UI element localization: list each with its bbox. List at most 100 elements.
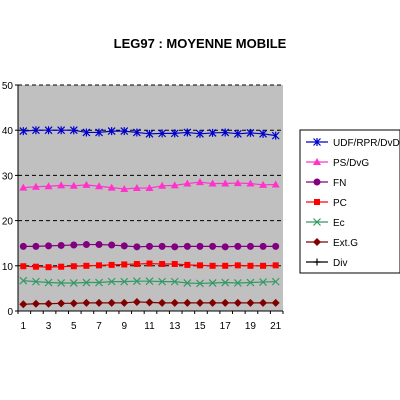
data-point	[95, 182, 104, 190]
plot-area	[18, 85, 283, 311]
y-tick-label: 50	[2, 81, 14, 92]
data-point	[145, 129, 154, 138]
data-point	[120, 242, 128, 250]
data-point	[69, 181, 78, 189]
data-point	[183, 179, 192, 187]
legend-marker	[313, 218, 321, 226]
x-tick-label: 11	[144, 321, 155, 332]
data-point	[170, 298, 179, 307]
data-point	[132, 277, 141, 286]
x-tick-label: 1	[21, 321, 27, 332]
data-point	[271, 277, 280, 286]
data-point	[184, 261, 191, 268]
data-point	[246, 278, 255, 287]
x-tick-label: 3	[46, 321, 52, 332]
data-point	[259, 129, 267, 138]
data-point	[145, 298, 154, 307]
series-lines	[19, 126, 280, 309]
legend: UDF/RPR/DvD PS/DvG FN PC Ec Ext.G Div	[299, 129, 400, 274]
data-point	[170, 129, 179, 138]
data-point	[69, 299, 78, 308]
x-tick-label: 21	[270, 321, 282, 332]
data-point	[45, 264, 52, 271]
x-tick-label: 15	[194, 321, 206, 332]
data-point	[208, 279, 217, 287]
data-point	[271, 180, 280, 188]
data-point	[221, 298, 230, 307]
data-point	[20, 263, 27, 270]
data-point	[44, 299, 53, 308]
data-point	[44, 126, 53, 135]
data-point	[95, 128, 103, 137]
data-point	[32, 126, 40, 135]
data-point	[146, 242, 153, 250]
data-point	[196, 279, 204, 288]
y-tick-label: 40	[2, 126, 14, 137]
data-point	[233, 179, 242, 187]
legend-label: FN	[333, 178, 346, 189]
data-point	[259, 242, 267, 250]
data-point	[44, 182, 53, 190]
data-point	[32, 263, 39, 270]
data-point	[272, 242, 280, 250]
y-tick-label: 30	[2, 171, 14, 182]
data-point	[159, 260, 166, 267]
legend-label: UDF/RPR/DvD	[333, 138, 400, 149]
x-tick-label: 9	[121, 321, 127, 332]
data-point	[246, 179, 255, 187]
data-point	[158, 181, 167, 189]
x-ticks: 1 3 5 7 9 11 13 15 17 19 21	[17, 311, 284, 332]
data-point	[183, 242, 191, 250]
data-point	[70, 241, 78, 249]
data-point	[19, 300, 28, 309]
data-point	[260, 262, 267, 269]
data-point	[108, 241, 116, 249]
data-point	[209, 262, 216, 269]
legend-label: Ec	[333, 218, 345, 229]
data-point	[259, 298, 268, 307]
data-point	[19, 127, 28, 136]
data-point	[246, 242, 254, 250]
data-point	[82, 128, 91, 137]
data-point	[158, 129, 167, 138]
data-point	[120, 184, 129, 192]
data-point	[19, 276, 28, 285]
data-point	[132, 297, 141, 306]
x-tick-label: 5	[71, 321, 77, 332]
y-tick-label: 20	[2, 217, 14, 228]
data-point	[120, 127, 129, 136]
data-point	[31, 182, 40, 190]
data-point	[82, 278, 91, 287]
data-point	[120, 298, 129, 307]
data-point	[246, 128, 255, 137]
data-point	[233, 298, 242, 307]
legend-marker	[314, 199, 320, 205]
data-point	[132, 128, 141, 137]
legend-marker	[313, 158, 321, 165]
x-tick-label: 7	[96, 321, 102, 332]
data-point	[31, 299, 40, 308]
data-point	[158, 277, 167, 286]
data-point	[58, 263, 65, 270]
data-point	[133, 243, 141, 251]
data-point	[57, 126, 66, 135]
data-point	[96, 262, 103, 269]
data-point	[19, 183, 28, 191]
data-point	[171, 260, 178, 267]
legend-label: Div	[333, 258, 347, 269]
data-point	[121, 261, 128, 268]
x-tick-label: 13	[169, 321, 181, 332]
data-point	[221, 179, 230, 187]
data-point	[95, 278, 103, 287]
data-point	[45, 242, 53, 250]
data-point	[132, 184, 141, 192]
legend-label: PS/DvG	[333, 158, 369, 169]
data-point	[233, 129, 242, 138]
data-point	[95, 298, 104, 307]
data-point	[221, 243, 229, 251]
data-point	[259, 278, 267, 286]
chart-title: LEG97 : MOYENNE MOBILE	[113, 36, 287, 51]
data-point	[195, 298, 204, 307]
data-point	[272, 262, 279, 269]
data-point	[82, 241, 90, 249]
